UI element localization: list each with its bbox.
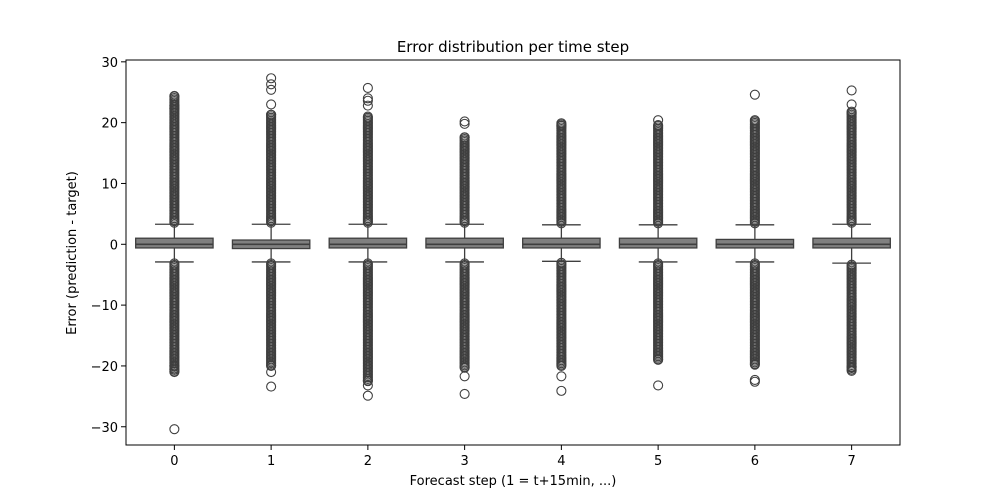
outlier-point [169, 103, 180, 114]
outlier-point [362, 95, 373, 106]
box-group-step-7 [812, 85, 891, 376]
outlier-point [556, 360, 567, 371]
y-tick-label: 20 [101, 117, 118, 132]
x-tick-label: 4 [557, 454, 565, 469]
outlier-point [749, 376, 760, 387]
outlier-point [362, 93, 373, 104]
x-tick-label: 5 [654, 454, 662, 469]
outlier-point [749, 359, 760, 370]
outlier-point [749, 115, 760, 126]
outlier-point [459, 116, 470, 127]
outlier-point [846, 85, 857, 96]
box-group-step-6 [715, 89, 795, 387]
outlier-point [459, 371, 470, 382]
box-iqr [135, 237, 214, 249]
outlier-point [846, 365, 857, 376]
outlier-point [169, 100, 180, 111]
box-iqr [812, 237, 891, 249]
x-tick-label: 0 [170, 454, 178, 469]
x-axis-label: Forecast step (1 = t+15min, ...) [410, 474, 617, 489]
y-tick-label: −10 [91, 299, 118, 314]
outlier-point [362, 390, 373, 401]
x-tick-label: 3 [460, 454, 468, 469]
outlier-point [362, 376, 373, 387]
outlier-point [459, 388, 470, 399]
box-group-step-2 [328, 82, 408, 401]
y-axis-label: Error (prediction - target) [65, 171, 80, 335]
outlier-point [169, 424, 180, 435]
plot-frame [125, 59, 901, 446]
outlier-point [459, 132, 470, 143]
outlier-point [266, 366, 277, 378]
box-iqr [522, 237, 601, 249]
x-tick-label: 2 [364, 454, 372, 469]
y-tick-label: −20 [91, 360, 118, 375]
outlier-point [266, 360, 277, 371]
box-group-step-4 [522, 118, 601, 396]
outlier-point [653, 120, 664, 131]
outlier-point [266, 109, 277, 120]
outlier-point [266, 73, 277, 84]
y-tick-label: 0 [110, 238, 118, 253]
outlier-point [556, 371, 567, 382]
outlier-point [846, 362, 857, 373]
outlier-point [459, 118, 470, 129]
outlier-point [266, 79, 277, 90]
box-iqr [328, 237, 408, 249]
outlier-point [169, 366, 180, 378]
chart-title: Error distribution per time step [397, 38, 629, 56]
outlier-point [556, 385, 567, 396]
outlier-point [169, 360, 180, 371]
box-iqr [425, 237, 504, 249]
box-group-step-3 [425, 116, 504, 399]
box-group-step-1 [231, 73, 311, 392]
box-group-step-5 [618, 115, 698, 391]
outlier-point [266, 99, 277, 110]
outlier-point [846, 99, 857, 110]
outlier-point [266, 84, 277, 95]
x-tick-label: 1 [267, 454, 275, 469]
outlier-point [362, 100, 373, 111]
y-tick-label: 30 [101, 56, 118, 71]
box-group-step-0 [135, 90, 214, 435]
x-axis: 0 1 2 3 4 5 6 7 [170, 445, 856, 469]
box-iqr [618, 237, 698, 249]
outlier-point [266, 381, 277, 392]
outlier-point [362, 380, 373, 391]
outlier-point [653, 380, 664, 391]
outlier-point [749, 89, 760, 100]
outlier-point [556, 118, 567, 129]
outlier-point [653, 354, 664, 365]
outlier-point [362, 82, 373, 94]
y-tick-label: −30 [91, 421, 118, 436]
outlier-point [653, 115, 664, 126]
x-tick-label: 7 [847, 454, 855, 469]
outlier-point [362, 111, 373, 122]
outlier-point [846, 106, 857, 117]
outlier-point [556, 120, 567, 131]
outlier-point [169, 90, 180, 101]
x-tick-label: 6 [751, 454, 759, 469]
y-tick-label: 10 [101, 177, 118, 192]
plot-content [135, 73, 891, 435]
y-axis: −30 −20 −10 0 10 20 30 [91, 56, 126, 436]
outlier-point [169, 364, 180, 375]
